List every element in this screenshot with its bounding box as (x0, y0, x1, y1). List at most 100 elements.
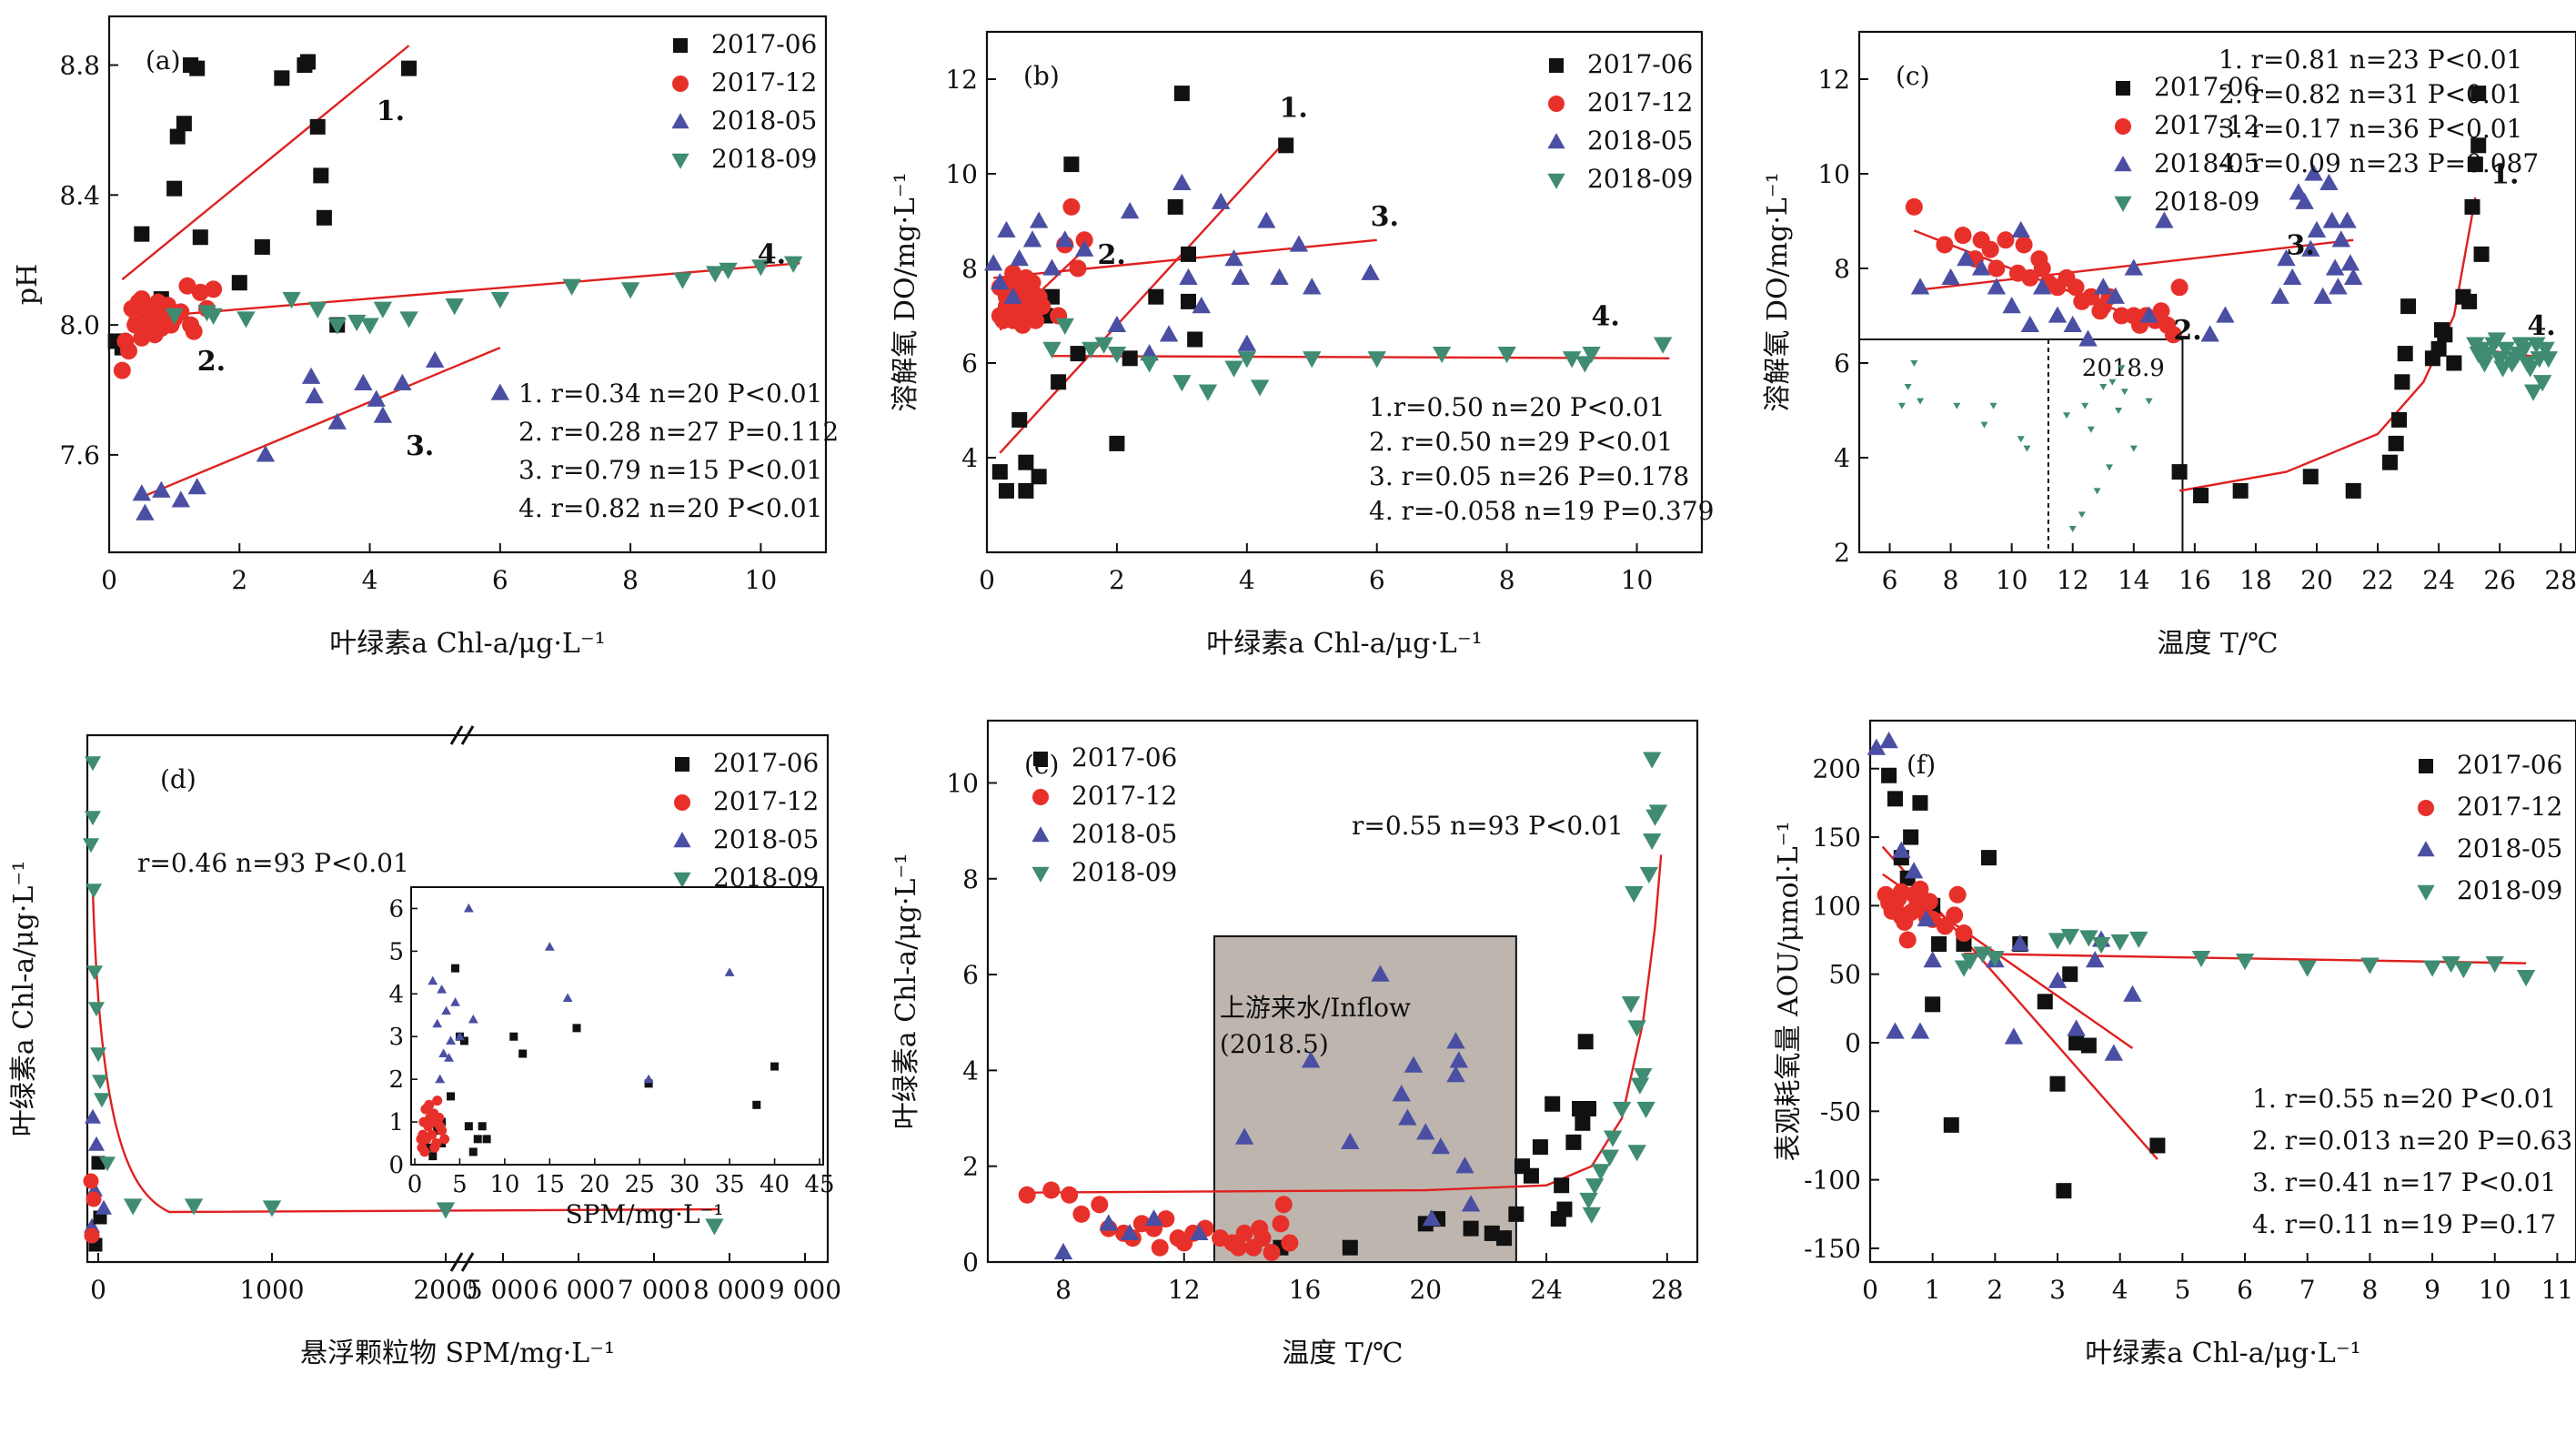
inflow-shade-box (1213, 934, 1517, 1263)
data-point-2017-06 (1887, 791, 1903, 807)
inset-point-2018-05 (441, 1005, 452, 1015)
data-point-2018.9-inset (1953, 402, 1961, 409)
data-point-2018-05 (1892, 841, 1911, 858)
data-point-2018-05 (2011, 220, 2030, 238)
stats-annotation: 4. r=0.11 n=19 P=0.17 (2252, 1209, 2556, 1239)
data-point-2017-12 (116, 332, 135, 350)
data-point-2018-09 (373, 301, 393, 318)
data-point-2018-09 (262, 1200, 282, 1217)
fit-line-4. (128, 262, 800, 320)
stats-annotation: 1.r=0.50 n=20 P<0.01 (1369, 392, 1665, 422)
data-point-2017-12 (1033, 298, 1052, 316)
data-point-2017-12 (1091, 1196, 1109, 1214)
data-point-2018-09 (2422, 960, 2442, 977)
data-point-2017-12 (113, 361, 131, 379)
data-point-2018-05 (305, 387, 324, 404)
data-point-2017-12 (1072, 1205, 1091, 1223)
data-point-2018-05 (2282, 268, 2302, 286)
data-point-2018-05 (2295, 192, 2314, 209)
inset-point-2017-06 (428, 1152, 438, 1161)
inset-x-tick-label: 45 (804, 1171, 834, 1198)
fit-line-label: 4. (1592, 300, 1620, 332)
data-point-2018-09 (1630, 1077, 1650, 1095)
x-tick-label: 0 (979, 565, 995, 595)
data-point-2018-09 (88, 1002, 105, 1017)
data-point-2017-06 (1011, 411, 1028, 428)
x-tick-label: 24 (1530, 1275, 1563, 1305)
data-point-2018-09 (2441, 955, 2460, 974)
data-point-2018-09 (1582, 346, 1601, 364)
data-point-2018-09 (1562, 351, 1582, 369)
y-tick-label: 10 (946, 768, 979, 798)
data-point-2017-12 (1987, 259, 2006, 278)
data-point-2017-12 (1018, 1186, 1036, 1204)
axis-break-mark (460, 1252, 475, 1272)
data-point-2018-05 (1923, 951, 1942, 968)
data-point-2018-09 (1960, 953, 1980, 971)
data-point-2018-05 (2048, 971, 2068, 988)
data-point-2017-06 (189, 60, 206, 76)
y-axis-label: 叶绿素a Chl-a/μg·L⁻¹ (8, 861, 40, 1136)
data-point-2017-06 (1508, 1206, 1524, 1222)
data-point-2018-09 (751, 259, 770, 277)
y-tick-label: 12 (1817, 65, 1850, 95)
data-point-2018-09 (1643, 752, 1662, 769)
legend-label-2018-09: 2018-09 (2154, 187, 2259, 217)
x-tick-label: 26 (2483, 565, 2516, 595)
legend-marker-2017-06 (1549, 58, 1564, 73)
fit-line-1. (121, 45, 410, 281)
data-point-2018-05 (354, 373, 373, 391)
data-point-2017-06 (2394, 374, 2410, 390)
data-point-2018-09 (2469, 346, 2488, 364)
data-point-2017-12 (1235, 1224, 1253, 1242)
x-tick-label: 2 (1987, 1275, 2003, 1305)
data-point-2017-12 (1955, 924, 1973, 942)
data-point-2018-09 (1643, 833, 1662, 851)
data-point-2018-09 (2523, 384, 2543, 401)
data-point-2018.9-inset (2093, 488, 2101, 495)
legend-label-2017-12: 2017-12 (713, 786, 819, 816)
x-tick-label: 9 000 (769, 1275, 841, 1305)
data-point-2017-06 (192, 229, 208, 246)
fit-line-3. (141, 347, 501, 499)
fit-curve (91, 889, 719, 1214)
x-tick-label: 14 (2118, 565, 2150, 595)
inset-point-2017-06 (464, 1122, 473, 1131)
data-point-2018.9-inset (2078, 511, 2086, 519)
data-point-2017-06 (1122, 350, 1138, 367)
fit-line-label: 2. (1097, 239, 1125, 271)
data-point-2017-06 (1554, 1177, 1570, 1194)
data-point-2018-05 (2200, 325, 2219, 342)
y-tick-label: 8 (1834, 254, 1850, 284)
inset-point-2018-05 (438, 1048, 449, 1058)
data-point-2017-06 (2430, 340, 2447, 357)
x-axis-label: 温度 T/℃ (2157, 628, 2278, 660)
data-point-2017-12 (1892, 883, 1910, 901)
legend-marker-2017-06 (1033, 752, 1048, 766)
x-tick-label: 6 (1882, 565, 1898, 595)
data-point-2017-12 (1936, 236, 1954, 254)
data-point-2018-09 (1198, 384, 1218, 401)
inset-point-2017-06 (644, 1079, 653, 1088)
data-point-2018-05 (1867, 738, 1887, 755)
x-tick-label: 10 (745, 565, 778, 595)
x-tick-label: 5 000 (467, 1275, 539, 1305)
legend-label-2017-06: 2017-06 (1587, 49, 1693, 79)
data-point-2017-12 (1042, 1181, 1061, 1199)
inset-point-2017-12 (420, 1104, 431, 1115)
y-tick-label: 6 (1834, 348, 1850, 379)
data-point-2018-09 (1303, 351, 1322, 369)
data-point-2018.9-inset (2087, 426, 2095, 433)
data-point-2018.9-inset (2108, 379, 2117, 386)
data-point-2017-12 (2021, 268, 2039, 287)
data-point-2018-05 (132, 484, 152, 501)
data-point-2018-05 (1431, 1137, 1451, 1155)
data-point-2018.9-inset (2115, 408, 2123, 414)
legend-label-2018-05: 2018-05 (1587, 126, 1693, 156)
data-point-2018.9-inset (2120, 389, 2128, 396)
data-point-2018-09 (1082, 341, 1101, 358)
x-tick-label: 20 (2300, 565, 2333, 595)
data-point-2017-06 (1943, 1116, 1959, 1133)
stats-annotation: 1. r=0.34 n=20 P<0.01 (518, 379, 822, 409)
